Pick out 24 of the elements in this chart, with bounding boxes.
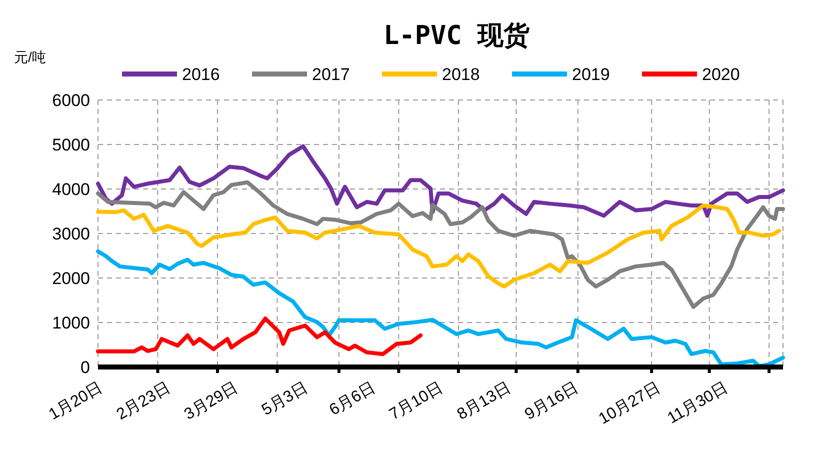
chart-title: L-PVC 现货 — [384, 21, 530, 51]
y-axis-title: 元/吨 — [14, 49, 46, 65]
x-tick-label: 11月30日 — [664, 379, 731, 428]
x-tick-label: 1月20日 — [46, 379, 106, 424]
y-tick-label: 5000 — [52, 135, 90, 154]
legend-label: 2020 — [702, 64, 740, 84]
y-tick-label: 4000 — [52, 180, 90, 199]
y-tick-label: 3000 — [52, 224, 90, 244]
x-tick-label: 3月29日 — [182, 379, 242, 424]
legend-label: 2018 — [442, 64, 480, 84]
x-tick-label: 2月23日 — [114, 379, 174, 424]
x-tick-label: 9月16日 — [522, 379, 582, 424]
x-tick-label: 5月3日 — [259, 379, 311, 420]
y-tick-label: 1000 — [52, 313, 90, 332]
y-tick-label: 2000 — [52, 268, 90, 288]
y-tick-label: 0 — [80, 358, 90, 377]
x-tick-label: 7月10日 — [386, 379, 446, 424]
x-tick-label: 6月6日 — [326, 379, 378, 420]
x-tick-label: 10月27日 — [596, 379, 664, 428]
y-tick-label: 6000 — [52, 90, 90, 110]
x-tick-label: 8月13日 — [454, 379, 514, 424]
legend-label: 2019 — [572, 64, 610, 84]
legend-label: 2016 — [182, 64, 220, 84]
legend-label: 2017 — [312, 64, 350, 84]
